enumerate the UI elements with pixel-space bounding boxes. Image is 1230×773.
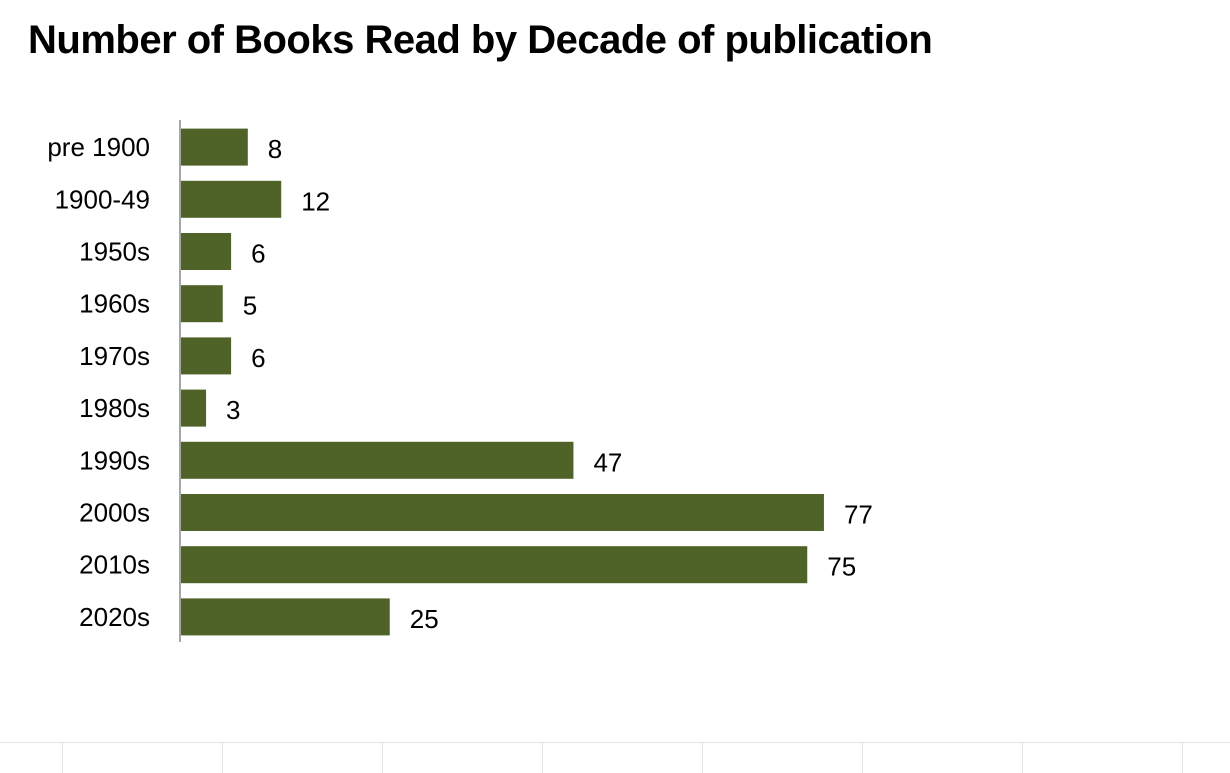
bar-3 <box>181 285 223 323</box>
grid-line <box>542 743 543 773</box>
data-label: 77 <box>844 500 873 530</box>
bar-8 <box>181 546 808 584</box>
grid-line <box>862 743 863 773</box>
data-label: 75 <box>827 552 856 582</box>
category-label: 2010s <box>79 550 150 580</box>
data-label: 47 <box>593 447 622 477</box>
category-label: pre 1900 <box>47 132 150 162</box>
data-label: 5 <box>243 291 257 321</box>
bars-group <box>181 128 824 636</box>
spreadsheet-grid-strip <box>0 742 1230 773</box>
category-label: 1980s <box>79 393 150 423</box>
chart-title: Number of Books Read by Decade of public… <box>28 18 933 62</box>
data-label: 12 <box>301 186 330 216</box>
data-label: 3 <box>226 395 240 425</box>
bar-5 <box>181 389 207 427</box>
bar-9 <box>181 598 390 636</box>
grid-line <box>1022 743 1023 773</box>
category-label: 2020s <box>79 602 150 632</box>
bar-2 <box>181 233 232 270</box>
category-label: 1990s <box>79 445 150 475</box>
category-label: 1900-49 <box>55 184 150 214</box>
data-label: 6 <box>251 239 265 269</box>
bar-6 <box>181 441 574 479</box>
data-label: 6 <box>251 343 265 373</box>
category-label: 2000s <box>79 498 150 528</box>
bar-1 <box>181 180 282 218</box>
data-label: 8 <box>268 134 282 164</box>
bar-4 <box>181 337 232 375</box>
category-label: 1970s <box>79 341 150 371</box>
grid-line <box>222 743 223 773</box>
category-label: 1960s <box>79 289 150 319</box>
category-label: 1950s <box>79 237 150 267</box>
bar-0 <box>181 128 248 166</box>
grid-line <box>62 743 63 773</box>
grid-line <box>382 743 383 773</box>
data-label: 25 <box>410 604 439 634</box>
bar-7 <box>181 494 824 531</box>
grid-line <box>702 743 703 773</box>
labels-group: pre 1900 8 1900-49 12 1950s 6 1960s 5 1970s 6 1980… <box>47 132 873 634</box>
grid-line <box>1182 743 1183 773</box>
